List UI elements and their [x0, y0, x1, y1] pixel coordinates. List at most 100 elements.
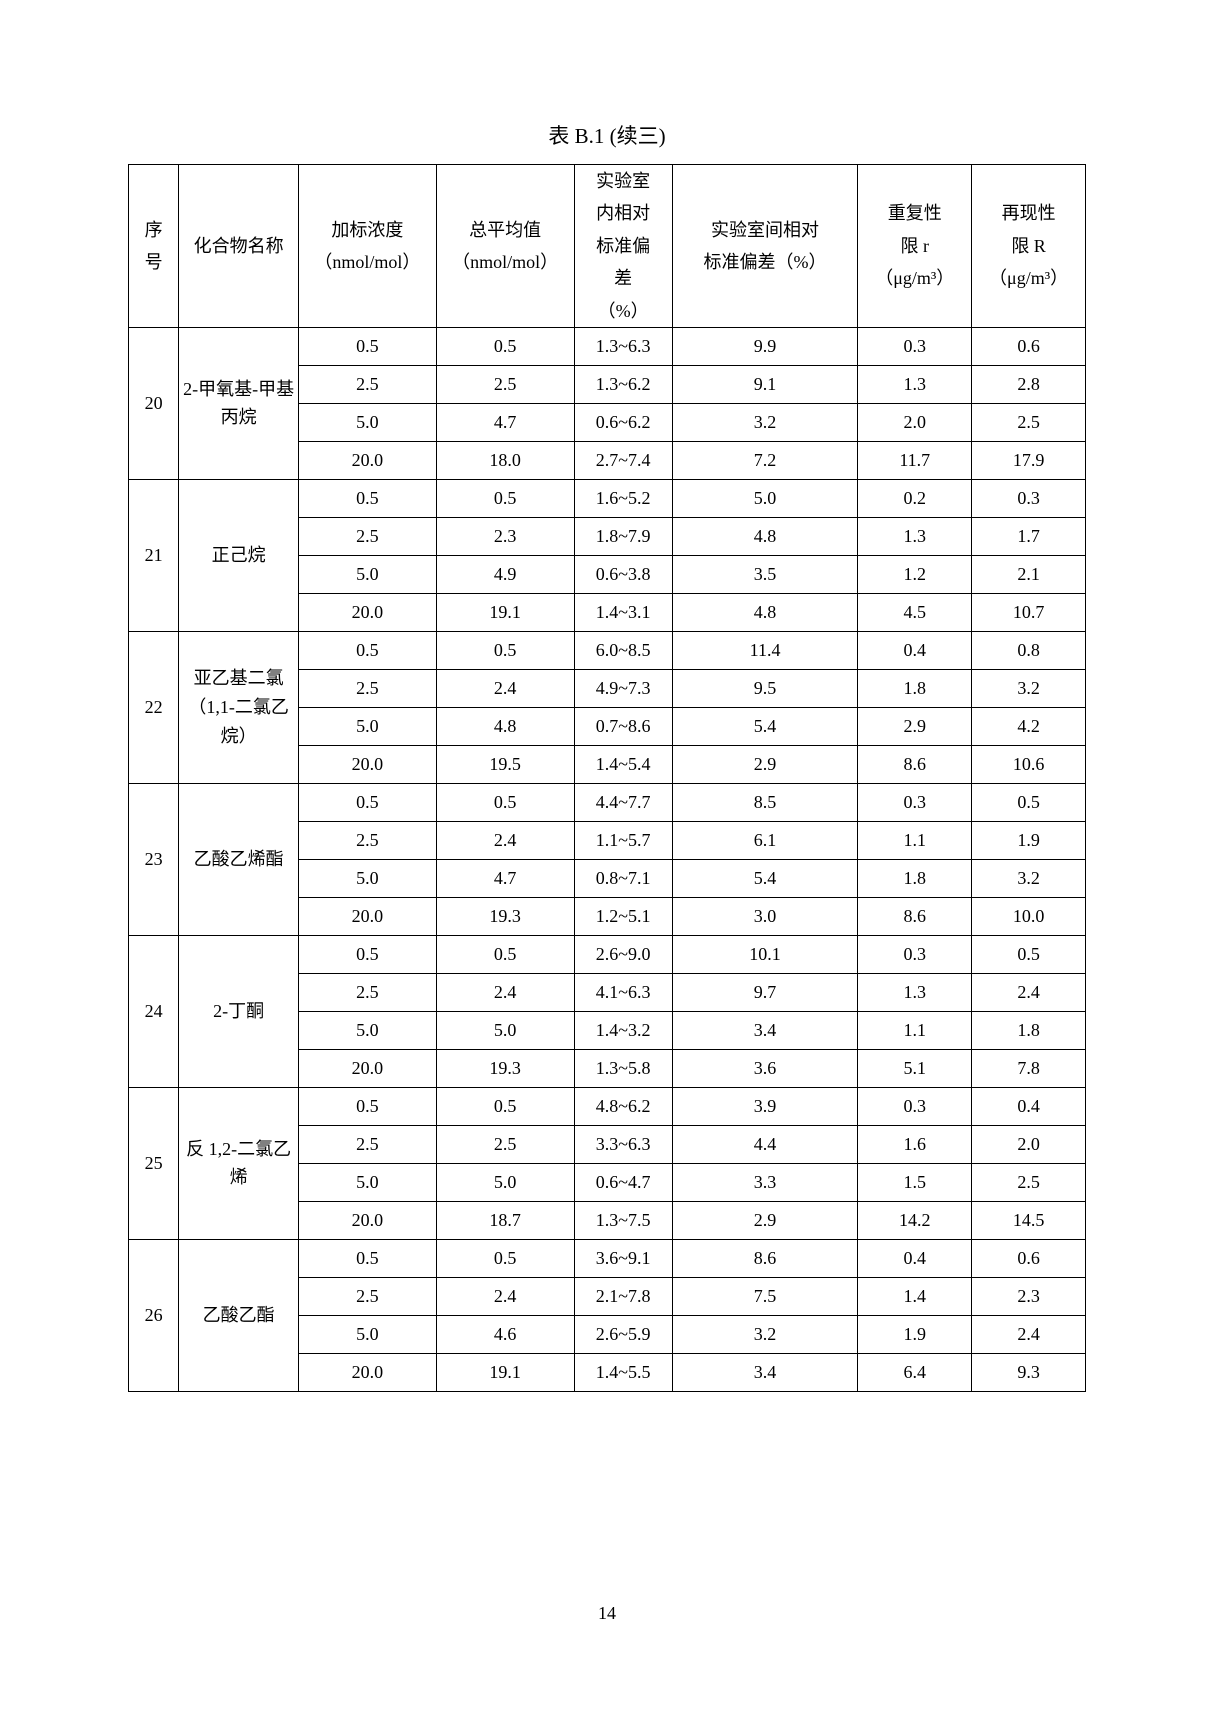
- table-header: 序号 化合物名称 加标浓度（nmol/mol） 总平均值（nmol/mol） 实…: [129, 165, 1086, 328]
- table-row: 202-甲氧基-甲基丙烷0.50.51.3~6.39.90.30.6: [129, 327, 1086, 365]
- cell-conc: 20.0: [299, 745, 437, 783]
- cell-r: 1.3: [858, 517, 972, 555]
- cell-avg: 18.0: [436, 441, 574, 479]
- col-rsdbtw-l2: 标准偏差（%）: [704, 246, 827, 278]
- cell-seq: 26: [129, 1239, 179, 1391]
- cell-R: 4.2: [972, 707, 1086, 745]
- cell-r: 8.6: [858, 745, 972, 783]
- cell-rsd_in: 4.4~7.7: [574, 783, 672, 821]
- cell-avg: 4.8: [436, 707, 574, 745]
- cell-rsd_in: 1.4~3.2: [574, 1011, 672, 1049]
- cell-R: 2.1: [972, 555, 1086, 593]
- cell-avg: 2.3: [436, 517, 574, 555]
- table-row: 21正己烷0.50.51.6~5.25.00.20.3: [129, 479, 1086, 517]
- col-name: 化合物名称: [179, 165, 299, 328]
- col-rsd-in: 实验室内相对标准偏差（%）: [574, 165, 672, 328]
- table-row: 23乙酸乙烯酯0.50.54.4~7.78.50.30.5: [129, 783, 1086, 821]
- cell-R: 9.3: [972, 1353, 1086, 1391]
- cell-R: 0.3: [972, 479, 1086, 517]
- cell-rsd_btw: 3.9: [672, 1087, 858, 1125]
- cell-avg: 18.7: [436, 1201, 574, 1239]
- cell-avg: 2.4: [436, 821, 574, 859]
- cell-rsd_in: 0.7~8.6: [574, 707, 672, 745]
- col-conc-l1: 加标浓度: [331, 214, 403, 246]
- cell-r: 0.3: [858, 783, 972, 821]
- col-r-l2: 限 r: [901, 230, 930, 262]
- cell-rsd_btw: 4.8: [672, 517, 858, 555]
- table-row: 26乙酸乙酯0.50.53.6~9.18.60.40.6: [129, 1239, 1086, 1277]
- cell-avg: 19.1: [436, 1353, 574, 1391]
- col-R-l1: 再现性: [1002, 197, 1056, 229]
- cell-conc: 0.5: [299, 935, 437, 973]
- cell-rsd_btw: 2.9: [672, 1201, 858, 1239]
- cell-R: 10.6: [972, 745, 1086, 783]
- cell-rsd_in: 1.4~5.5: [574, 1353, 672, 1391]
- cell-rsd_in: 1.3~7.5: [574, 1201, 672, 1239]
- col-seq: 序号: [129, 165, 179, 328]
- cell-conc: 0.5: [299, 631, 437, 669]
- cell-r: 1.6: [858, 1125, 972, 1163]
- table-row: 22亚乙基二氯（1,1-二氯乙烷）0.50.56.0~8.511.40.40.8: [129, 631, 1086, 669]
- cell-r: 2.0: [858, 403, 972, 441]
- page: 表 B.1 (续三) 序号 化合物名称 加标浓度（nmol/mol） 总平均值（…: [0, 0, 1214, 1719]
- cell-avg: 0.5: [436, 1239, 574, 1277]
- col-limit-R: 再现性限 R（μg/m³）: [972, 165, 1086, 328]
- cell-rsd_btw: 6.1: [672, 821, 858, 859]
- cell-conc: 5.0: [299, 1315, 437, 1353]
- cell-avg: 4.7: [436, 859, 574, 897]
- cell-rsd_btw: 5.0: [672, 479, 858, 517]
- cell-r: 1.8: [858, 859, 972, 897]
- cell-conc: 20.0: [299, 897, 437, 935]
- cell-conc: 20.0: [299, 1049, 437, 1087]
- cell-r: 1.8: [858, 669, 972, 707]
- cell-rsd_in: 1.3~6.2: [574, 365, 672, 403]
- cell-rsd_btw: 4.4: [672, 1125, 858, 1163]
- cell-rsd_btw: 4.8: [672, 593, 858, 631]
- cell-R: 7.8: [972, 1049, 1086, 1087]
- cell-r: 1.3: [858, 973, 972, 1011]
- cell-rsd_in: 0.6~6.2: [574, 403, 672, 441]
- cell-r: 1.9: [858, 1315, 972, 1353]
- cell-r: 0.3: [858, 935, 972, 973]
- cell-rsd_in: 1.1~5.7: [574, 821, 672, 859]
- cell-r: 0.4: [858, 631, 972, 669]
- col-rsdin-l2: 内相对: [596, 197, 650, 229]
- page-number: 14: [0, 1603, 1214, 1624]
- cell-conc: 20.0: [299, 441, 437, 479]
- col-rsdbtw-l1: 实验室间相对: [711, 214, 819, 246]
- cell-conc: 5.0: [299, 707, 437, 745]
- data-table: 序号 化合物名称 加标浓度（nmol/mol） 总平均值（nmol/mol） 实…: [128, 164, 1086, 1392]
- cell-rsd_btw: 2.9: [672, 745, 858, 783]
- cell-avg: 0.5: [436, 631, 574, 669]
- cell-r: 0.3: [858, 1087, 972, 1125]
- cell-rsd_in: 1.3~5.8: [574, 1049, 672, 1087]
- col-seq-l1: 序: [145, 214, 163, 246]
- cell-avg: 2.4: [436, 669, 574, 707]
- cell-seq: 25: [129, 1087, 179, 1239]
- cell-rsd_in: 0.8~7.1: [574, 859, 672, 897]
- cell-conc: 20.0: [299, 1353, 437, 1391]
- cell-seq: 22: [129, 631, 179, 783]
- cell-r: 1.4: [858, 1277, 972, 1315]
- col-r-unit: （μg/m³）: [875, 262, 954, 294]
- cell-R: 14.5: [972, 1201, 1086, 1239]
- cell-R: 0.5: [972, 783, 1086, 821]
- cell-avg: 0.5: [436, 327, 574, 365]
- cell-R: 3.2: [972, 669, 1086, 707]
- cell-r: 8.6: [858, 897, 972, 935]
- cell-conc: 5.0: [299, 1163, 437, 1201]
- cell-avg: 5.0: [436, 1163, 574, 1201]
- cell-rsd_btw: 7.2: [672, 441, 858, 479]
- cell-rsd_btw: 5.4: [672, 707, 858, 745]
- cell-R: 1.9: [972, 821, 1086, 859]
- cell-rsd_in: 6.0~8.5: [574, 631, 672, 669]
- cell-r: 14.2: [858, 1201, 972, 1239]
- cell-conc: 2.5: [299, 973, 437, 1011]
- cell-conc: 0.5: [299, 783, 437, 821]
- cell-R: 2.0: [972, 1125, 1086, 1163]
- cell-r: 6.4: [858, 1353, 972, 1391]
- col-avg-unit: （nmol/mol）: [452, 246, 558, 278]
- cell-rsd_btw: 8.5: [672, 783, 858, 821]
- cell-seq: 23: [129, 783, 179, 935]
- cell-seq: 24: [129, 935, 179, 1087]
